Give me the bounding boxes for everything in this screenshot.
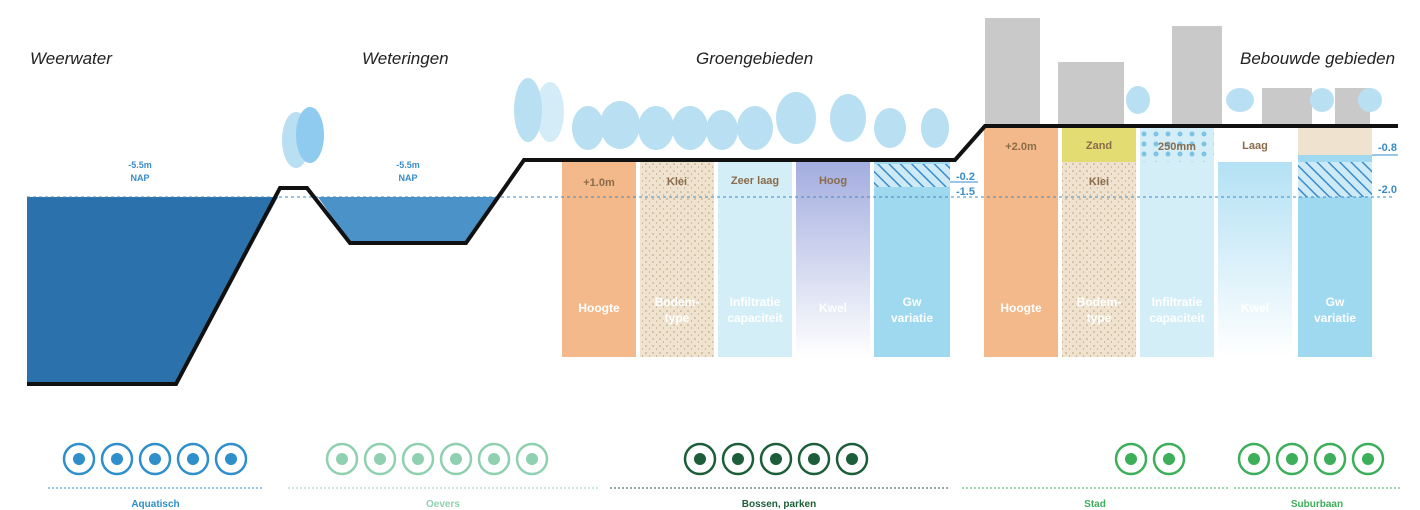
habitat-icon-glyph: [846, 453, 858, 465]
column-label: Kwel: [819, 301, 847, 315]
column-label: variatie: [1314, 311, 1356, 325]
water-level: -5.5m: [128, 160, 152, 170]
column-label: type: [1087, 311, 1112, 325]
top-label: Laag: [1242, 140, 1268, 152]
level: -0.2: [956, 171, 975, 183]
top-label: +1.0m: [583, 177, 615, 189]
column-label: Bodem-: [655, 295, 700, 309]
diagram: Weerwater Weteringen Groengebieden Bebou…: [0, 0, 1420, 510]
level: -1.5: [956, 186, 975, 198]
habitat-icon-glyph: [808, 453, 820, 465]
top-label: Klei: [667, 176, 687, 188]
column-label: Gw: [903, 295, 922, 309]
habitat-icon-glyph: [412, 453, 424, 465]
top-label: +2.0m: [1005, 141, 1037, 153]
column-label: type: [665, 311, 690, 325]
column-label: capaciteit: [727, 311, 782, 325]
habitat-icon-glyph: [770, 453, 782, 465]
habitat-icon-glyph: [694, 453, 706, 465]
habitat-icon-glyph: [1248, 453, 1260, 465]
level: -2.0: [1378, 184, 1397, 196]
habitat-icon-glyph: [488, 453, 500, 465]
section-title: Weerwater: [30, 49, 113, 68]
top-label: Zand: [1086, 140, 1112, 152]
habitat-icon-glyph: [450, 453, 462, 465]
habitat-icon-glyph: [73, 453, 85, 465]
section-title: Weteringen: [362, 49, 449, 68]
top-label: Klei: [1089, 176, 1109, 188]
habitat-label: Oevers: [426, 499, 460, 510]
column-label: Hoogte: [578, 301, 620, 315]
habitat-icon-glyph: [187, 453, 199, 465]
habitat-label: Bossen, parken: [742, 499, 816, 510]
habitat-icon-glyph: [1125, 453, 1137, 465]
habitat-icon-glyph: [1286, 453, 1298, 465]
habitat-icon-glyph: [526, 453, 538, 465]
habitat-icon-glyph: [732, 453, 744, 465]
water-ref: NAP: [398, 173, 417, 183]
top-label: 250mm: [1158, 141, 1196, 153]
section-title: Bebouwde gebieden: [1240, 49, 1395, 68]
habitat-label: Stad: [1084, 499, 1106, 510]
top-label: Zeer laag: [731, 175, 779, 187]
habitat-icon-glyph: [149, 453, 161, 465]
habitat-label: Aquatisch: [131, 499, 179, 510]
section-title: Groengebieden: [696, 49, 813, 68]
column-label: capaciteit: [1149, 311, 1204, 325]
level: -0.8: [1378, 142, 1397, 154]
column-label: Kwel: [1241, 301, 1269, 315]
column-label: Infiltratie: [730, 295, 781, 309]
habitat-label: Suburbaan: [1291, 499, 1343, 510]
column-label: variatie: [891, 311, 933, 325]
column-label: Hoogte: [1000, 301, 1042, 315]
habitat-icon-glyph: [1324, 453, 1336, 465]
habitat-icon-glyph: [374, 453, 386, 465]
water-ref: NAP: [130, 173, 149, 183]
habitat-icon-glyph: [1163, 453, 1175, 465]
habitats: Aquatisch Oevers Bossen, parken Stad Suburba…: [48, 444, 1400, 510]
column-label: Bodem-: [1077, 295, 1122, 309]
habitat-icon-glyph: [225, 453, 237, 465]
scenery: [27, 18, 1398, 384]
habitat-icon-glyph: [111, 453, 123, 465]
top-label: Hoog: [819, 175, 847, 187]
column-label: Gw: [1326, 295, 1345, 309]
habitat-icon-glyph: [1362, 453, 1374, 465]
water-level: -5.5m: [396, 160, 420, 170]
habitat-icon-glyph: [336, 453, 348, 465]
column-label: Infiltratie: [1152, 295, 1203, 309]
